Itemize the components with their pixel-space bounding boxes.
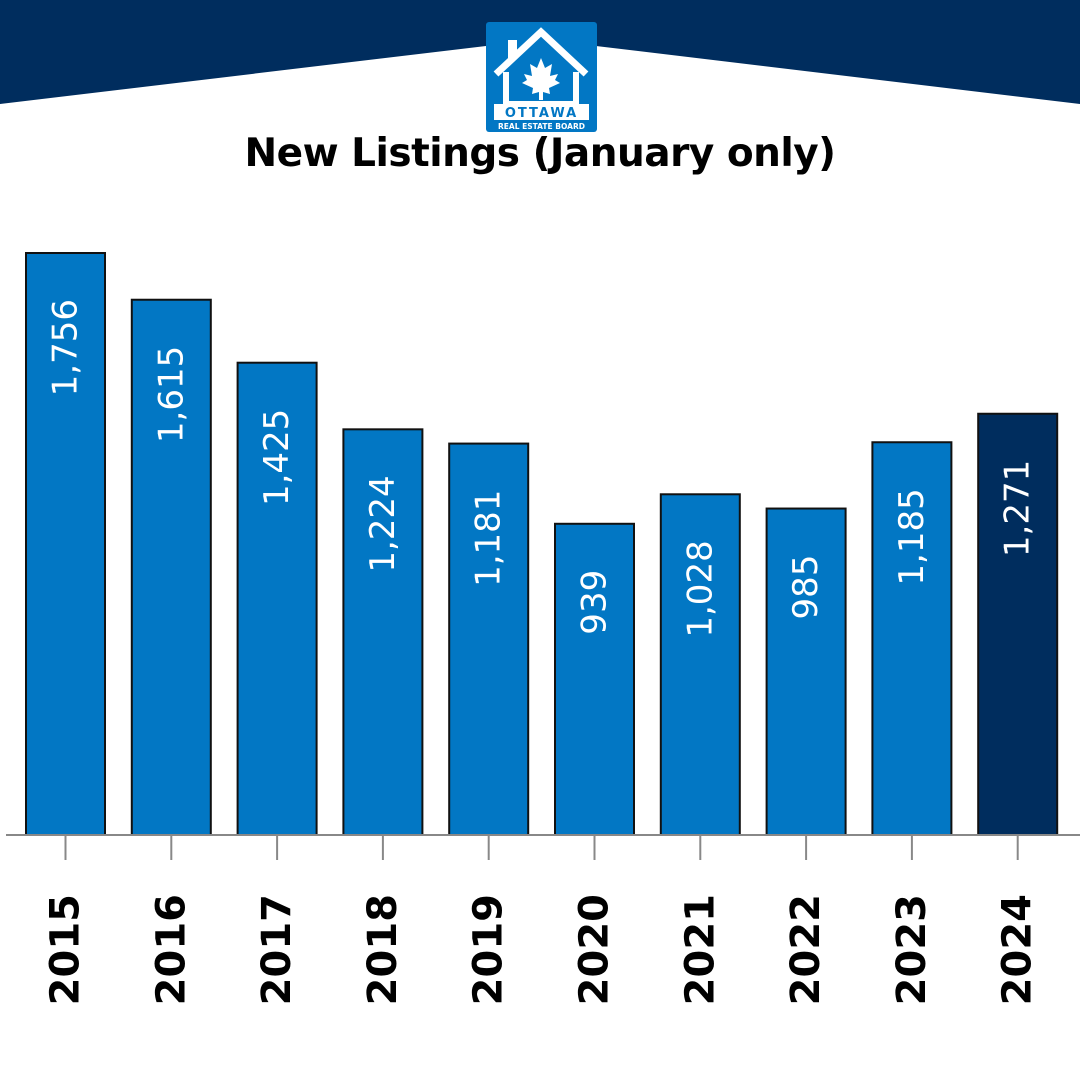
bar-2022	[765, 507, 847, 836]
x-tick-label-2016: 2016	[148, 894, 194, 1005]
bar-value-label-2022: 985	[786, 555, 826, 620]
x-tick-label-2019: 2019	[466, 894, 512, 1005]
bar-2015	[25, 252, 106, 836]
x-tick-label-2024: 2024	[995, 894, 1041, 1005]
x-tick-label-2015: 2015	[43, 894, 89, 1005]
bar-value-label-2020: 939	[575, 570, 615, 635]
bar-2021	[659, 493, 741, 836]
bar-value-label-2019: 1,181	[469, 490, 509, 587]
logo-subtitle: REAL ESTATE BOARD	[498, 122, 585, 131]
bar-value-label-2018: 1,224	[363, 475, 403, 572]
x-tick-label-2018: 2018	[360, 894, 406, 1005]
bar-2018	[342, 428, 424, 836]
chart-title: New Listings (January only)	[244, 131, 836, 176]
bar-value-label-2016: 1,615	[151, 346, 191, 443]
x-tick-label-2023: 2023	[889, 894, 935, 1005]
x-tick-label-2022: 2022	[783, 894, 829, 1005]
ottawa-real-estate-board-logo: OTTAWA REAL ESTATE BOARD	[486, 22, 597, 132]
bar-value-label-2017: 1,425	[257, 409, 297, 506]
bar-value-label-2023: 1,185	[892, 488, 932, 585]
x-tick-label-2020: 2020	[572, 894, 618, 1005]
bar-2016	[130, 298, 212, 836]
bar-2023	[871, 441, 953, 836]
bar-2019	[448, 442, 530, 836]
x-tick-label-2021: 2021	[677, 894, 723, 1005]
header-band	[0, 0, 1080, 104]
bar-2017	[236, 361, 318, 836]
x-ticks-group: 2015 2016 2017 2018 2019 2020 2021 2022 2023 2024	[43, 835, 1041, 1005]
bar-2024	[977, 412, 1059, 836]
x-tick-label-2017: 2017	[254, 894, 300, 1005]
bar-value-label-2024: 1,271	[998, 460, 1038, 557]
bar-2020	[554, 522, 635, 836]
bar-value-label-2021: 1,028	[680, 540, 720, 637]
bar-value-label-2015: 1,756	[46, 299, 86, 396]
logo-name: OTTAWA	[505, 106, 578, 121]
bars-group: 1,756 1,615 1,425 1,224 1,181 939 1,028 985 1,18…	[25, 252, 1059, 836]
